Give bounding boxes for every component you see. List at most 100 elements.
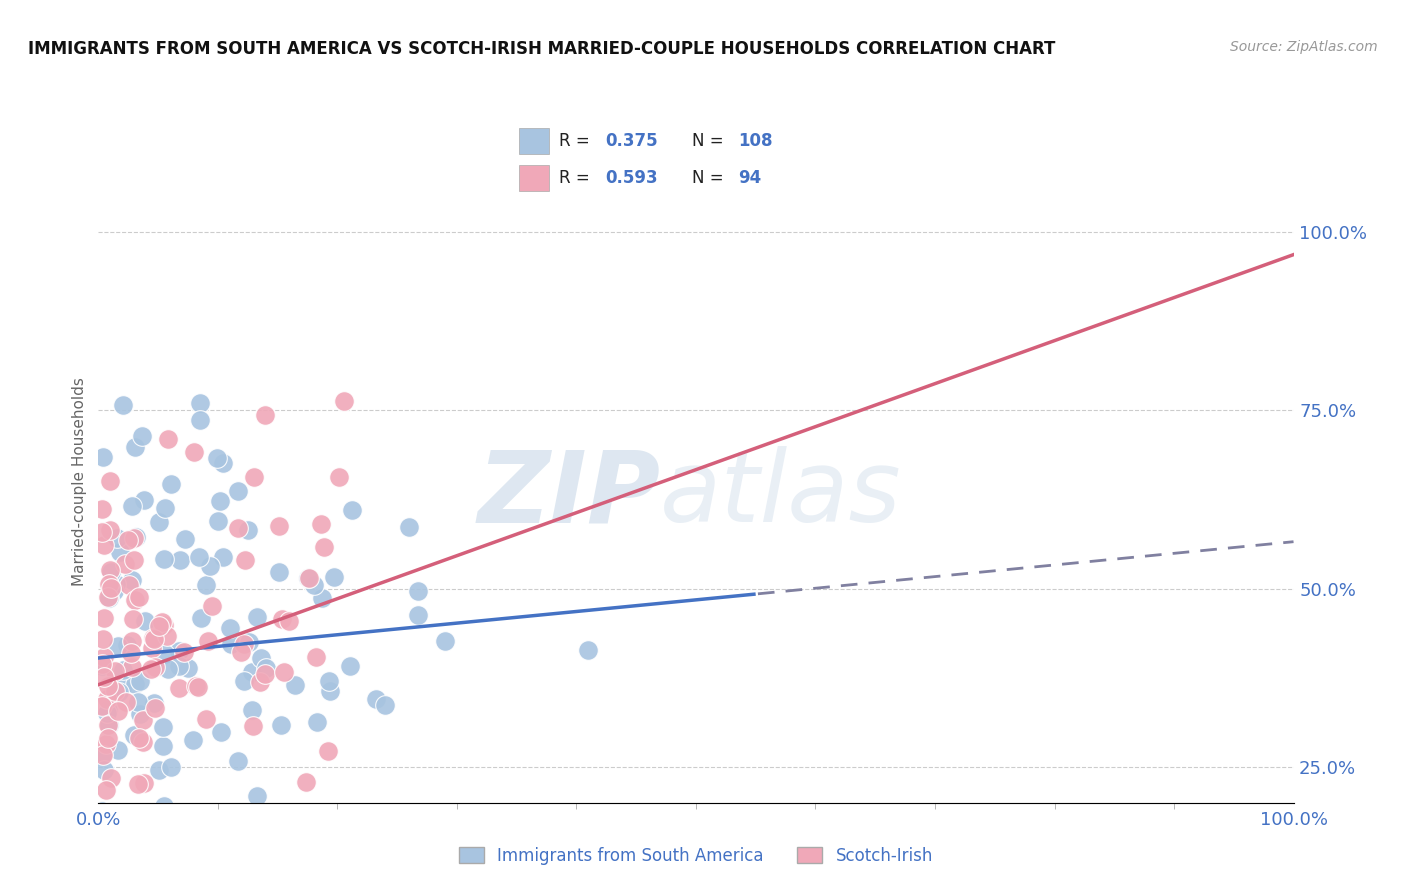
Point [174, 831, 197, 846]
Point [238, 635, 260, 649]
Point [160, 760, 183, 774]
Point [132, 713, 155, 727]
Point [250, 650, 273, 665]
Point [398, 520, 420, 534]
Point [197, 634, 219, 648]
Point [93, 611, 115, 625]
Point [267, 565, 290, 579]
Point [188, 550, 211, 565]
Point [91, 699, 114, 714]
Point [132, 776, 155, 790]
Point [114, 557, 136, 571]
Point [91, 659, 114, 673]
Point [93, 670, 115, 684]
Point [98, 563, 121, 577]
Point [91, 657, 114, 672]
Point [198, 558, 221, 573]
Point [152, 830, 174, 844]
Point [91, 632, 114, 646]
Point [100, 474, 122, 488]
Point [128, 731, 150, 745]
Point [254, 661, 277, 675]
Point [183, 444, 205, 458]
Point [284, 678, 307, 692]
Point [124, 677, 146, 691]
Point [302, 578, 325, 592]
Point [125, 530, 148, 544]
Point [212, 456, 235, 470]
Point [167, 644, 190, 658]
Point [143, 660, 166, 674]
Text: 94: 94 [738, 169, 762, 187]
Point [127, 777, 149, 791]
Text: IMMIGRANTS FROM SOUTH AMERICA VS SCOTCH-IRISH MARRIED-COUPLE HOUSEHOLDS CORRELAT: IMMIGRANTS FROM SOUTH AMERICA VS SCOTCH-… [28, 40, 1056, 58]
Point [246, 789, 269, 804]
Point [188, 395, 211, 409]
Point [188, 413, 211, 427]
Point [98, 523, 121, 537]
Point [181, 733, 204, 747]
Point [174, 532, 197, 546]
Point [110, 853, 132, 867]
Point [103, 583, 125, 598]
Point [198, 831, 221, 846]
Point [107, 743, 129, 757]
Point [93, 650, 115, 665]
Point [576, 642, 599, 657]
Point [107, 867, 129, 881]
Point [319, 684, 342, 698]
Point [153, 647, 176, 661]
Text: 108: 108 [738, 132, 773, 150]
Point [305, 714, 328, 729]
Point [159, 807, 181, 822]
Point [122, 552, 145, 566]
Point [228, 483, 250, 498]
Point [111, 398, 134, 412]
Point [91, 502, 114, 516]
Point [142, 632, 165, 646]
Point [115, 638, 138, 652]
Point [177, 661, 200, 675]
Point [104, 814, 127, 829]
Point [91, 747, 114, 762]
Point [205, 451, 228, 466]
Text: N =: N = [692, 169, 728, 187]
Point [152, 739, 174, 753]
Point [141, 662, 163, 676]
Point [97, 731, 120, 746]
Point [406, 607, 429, 622]
Text: N =: N = [692, 132, 728, 150]
Text: R =: R = [558, 132, 595, 150]
Point [120, 646, 142, 660]
Point [152, 720, 174, 734]
Point [298, 571, 321, 585]
Point [246, 610, 269, 624]
Point [97, 717, 120, 731]
Point [156, 629, 179, 643]
Point [121, 633, 143, 648]
Point [269, 518, 291, 533]
Point [167, 659, 190, 673]
Point [212, 550, 235, 565]
Point [211, 867, 233, 881]
Point [105, 531, 128, 545]
Point [132, 735, 155, 749]
Point [278, 614, 301, 628]
Point [297, 570, 319, 584]
Point [129, 707, 152, 722]
Point [146, 831, 169, 846]
Point [195, 578, 218, 592]
Point [117, 533, 139, 547]
Point [111, 681, 134, 695]
Point [236, 523, 259, 537]
Point [187, 680, 209, 694]
Point [229, 645, 252, 659]
Point [374, 698, 396, 712]
Point [93, 763, 115, 777]
Point [101, 831, 124, 846]
Text: R =: R = [558, 169, 595, 187]
Point [148, 619, 170, 633]
Point [153, 617, 176, 632]
Point [183, 808, 205, 822]
Point [91, 804, 114, 818]
